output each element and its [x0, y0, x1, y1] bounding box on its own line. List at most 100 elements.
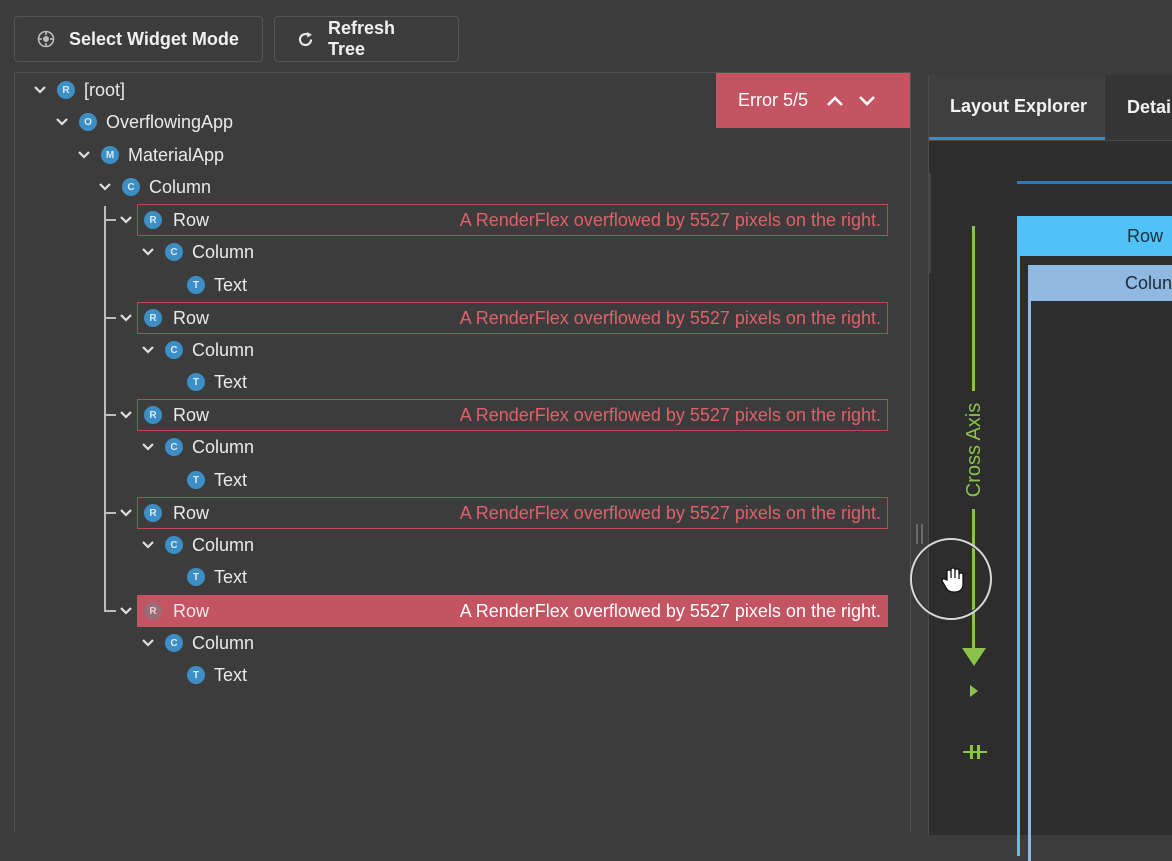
- tree-node-text[interactable]: T Text: [187, 464, 247, 496]
- chevron-down-icon[interactable]: [140, 635, 156, 651]
- widget-badge: C: [122, 178, 140, 196]
- widget-badge: T: [187, 568, 205, 586]
- tree-connector-line: [104, 206, 106, 612]
- chevron-up-icon[interactable]: [826, 95, 844, 107]
- tree-node-column[interactable]: C Column: [140, 431, 254, 463]
- chevron-down-icon[interactable]: [118, 407, 134, 423]
- cross-axis-label: Cross Axis: [962, 402, 985, 498]
- tree-node-text[interactable]: T Text: [187, 366, 247, 398]
- overflow-error-message: A RenderFlex overflowed by 5527 pixels o…: [459, 502, 881, 523]
- cursor-highlight: [910, 538, 992, 620]
- chevron-down-icon[interactable]: [140, 439, 156, 455]
- widget-badge: M: [101, 146, 119, 164]
- tree-node-text[interactable]: T Text: [187, 561, 247, 593]
- select-widget-mode-label: Select Widget Mode: [69, 28, 239, 49]
- refresh-tree-button[interactable]: Refresh Tree: [274, 16, 459, 62]
- tree-node-label: Text: [214, 566, 248, 587]
- panel-divider: [929, 173, 931, 273]
- tree-node-label: Column: [192, 436, 255, 457]
- widget-badge: C: [165, 243, 183, 261]
- widget-badge: C: [165, 536, 183, 554]
- tree-node-column[interactable]: C Column: [140, 236, 254, 268]
- tree-connector-branch: [104, 317, 116, 319]
- tree-node-label: Row: [173, 307, 210, 328]
- tree-node-label: Row: [173, 209, 210, 230]
- overflow-error-message: A RenderFlex overflowed by 5527 pixels o…: [459, 307, 881, 328]
- chevron-down-icon[interactable]: [118, 505, 134, 521]
- widget-badge: C: [165, 341, 183, 359]
- tree-node-label: Column: [192, 534, 255, 555]
- overflow-error-message: A RenderFlex overflowed by 5527 pixels o…: [459, 209, 881, 230]
- tree-node-row-error[interactable]: R Row A RenderFlex overflowed by 5527 pi…: [137, 302, 888, 334]
- widget-badge: R: [144, 504, 162, 522]
- widget-badge: T: [187, 276, 205, 294]
- widget-badge: O: [79, 113, 97, 131]
- error-navigator: Error 5/5: [716, 73, 910, 128]
- layout-explorer-panel: Layout Explorer Detail Cross Axis Row Co…: [928, 75, 1172, 861]
- splitter-handle[interactable]: [916, 524, 923, 544]
- row-box-label: Row: [1127, 225, 1164, 246]
- tree-node-label: [root]: [84, 79, 126, 100]
- refresh-icon: [297, 31, 314, 48]
- chevron-down-icon[interactable]: [118, 310, 134, 326]
- widget-badge: C: [165, 438, 183, 456]
- spacing-icon[interactable]: [961, 741, 989, 763]
- target-icon: [37, 30, 55, 48]
- main-axis-line: [1017, 181, 1172, 184]
- tree-node-label: Column: [149, 176, 212, 197]
- tree-node-materialapp[interactable]: M MaterialApp: [76, 139, 224, 171]
- column-box[interactable]: Colun: [1028, 265, 1172, 301]
- widget-badge: T: [187, 666, 205, 684]
- chevron-down-icon[interactable]: [118, 603, 134, 619]
- tab-bar: Layout Explorer Detail: [929, 75, 1172, 141]
- widget-badge: R: [144, 602, 162, 620]
- tree-node-label: Text: [214, 371, 248, 392]
- tree-node-row-error[interactable]: R Row A RenderFlex overflowed by 5527 pi…: [137, 204, 888, 236]
- tree-connector-branch: [104, 610, 116, 612]
- tree-node-row-error[interactable]: R Row A RenderFlex overflowed by 5527 pi…: [137, 497, 888, 529]
- tree-connector-branch: [104, 414, 116, 416]
- tree-node-column[interactable]: C Column: [140, 334, 254, 366]
- chevron-down-icon[interactable]: [32, 82, 48, 98]
- chevron-down-icon[interactable]: [858, 95, 876, 107]
- tree-node-root[interactable]: R [root]: [32, 74, 125, 106]
- chevron-down-icon[interactable]: [54, 114, 70, 130]
- widget-badge: R: [144, 309, 162, 327]
- column-box-border: [1028, 301, 1031, 861]
- tab-layout-explorer[interactable]: Layout Explorer: [929, 75, 1105, 140]
- cross-axis-line: [972, 226, 975, 391]
- tree-node-column[interactable]: C Column: [140, 627, 254, 659]
- tree-node-column[interactable]: C Column: [97, 171, 211, 203]
- tree-node-label: Column: [192, 241, 255, 262]
- chevron-down-icon[interactable]: [118, 212, 134, 228]
- chevron-down-icon[interactable]: [140, 244, 156, 260]
- tab-details[interactable]: Detail: [1127, 75, 1172, 140]
- tree-connector-branch: [104, 512, 116, 514]
- tree-node-row-error-selected[interactable]: R Row A RenderFlex overflowed by 5527 pi…: [137, 595, 888, 627]
- play-icon[interactable]: [970, 685, 978, 697]
- tree-node-row-error[interactable]: R Row A RenderFlex overflowed by 5527 pi…: [137, 399, 888, 431]
- tree-node-label: Text: [214, 664, 248, 685]
- chevron-down-icon[interactable]: [140, 342, 156, 358]
- tree-node-label: Row: [173, 404, 210, 425]
- refresh-tree-label: Refresh Tree: [328, 18, 396, 59]
- chevron-down-icon[interactable]: [140, 537, 156, 553]
- widget-badge: T: [187, 373, 205, 391]
- widget-badge: R: [144, 211, 162, 229]
- select-widget-mode-button[interactable]: Select Widget Mode: [14, 16, 263, 62]
- row-box[interactable]: Row: [1017, 216, 1172, 256]
- widget-tree-panel: [14, 72, 911, 832]
- tree-node-text[interactable]: T Text: [187, 659, 247, 691]
- error-count-label: Error 5/5: [738, 90, 809, 110]
- widget-badge: C: [165, 634, 183, 652]
- tab-label: Layout Explorer: [950, 95, 1088, 116]
- tree-node-label: Text: [214, 274, 248, 295]
- tree-node-text[interactable]: T Text: [187, 269, 247, 301]
- tree-node-column[interactable]: C Column: [140, 529, 254, 561]
- widget-badge: T: [187, 471, 205, 489]
- chevron-down-icon[interactable]: [76, 147, 92, 163]
- arrow-down-icon: [962, 648, 986, 666]
- tree-node-overflowingapp[interactable]: O OverflowingApp: [54, 106, 233, 138]
- chevron-down-icon[interactable]: [97, 179, 113, 195]
- tree-node-label: OverflowingApp: [106, 111, 234, 132]
